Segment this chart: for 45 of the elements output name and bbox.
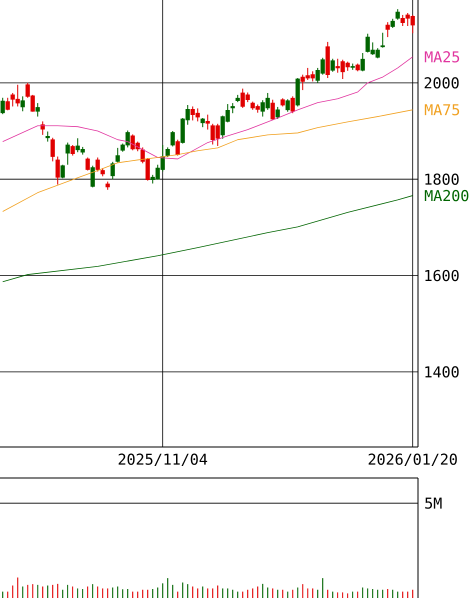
- text: 5M: [425, 498, 442, 509]
- y-tick-label: 1800: [425, 174, 459, 185]
- candlestick: [86, 157, 90, 172]
- line-series: [2, 56, 414, 160]
- candlestick: [90, 165, 95, 188]
- candlestick: [20, 96, 25, 112]
- candlestick: [206, 114, 210, 130]
- candlestick: [270, 99, 275, 120]
- series-label: MA75: [424, 104, 460, 116]
- candlestick: [96, 157, 100, 172]
- line-series: [2, 195, 414, 282]
- candlestick: [166, 146, 170, 158]
- candlestick: [390, 18, 395, 28]
- candlestick: [110, 161, 115, 180]
- series-label: MA25: [424, 51, 460, 63]
- series-label: MA200: [424, 190, 468, 202]
- candlestick: [50, 137, 55, 162]
- candlestick: [170, 130, 175, 147]
- line-series: [2, 109, 414, 212]
- candlestick: [230, 102, 235, 114]
- candlestick: [60, 164, 65, 179]
- candlestick: [46, 131, 50, 142]
- candlestick: [70, 144, 75, 156]
- y-tick-label: 1400: [425, 366, 459, 378]
- candlestick: [66, 142, 70, 166]
- candlestick: [176, 139, 180, 156]
- candlestick: [0, 97, 5, 115]
- candlestick: [56, 156, 60, 185]
- candlestick: [396, 8, 400, 20]
- candlestick: [36, 102, 40, 118]
- x-tick-label: 2026/01/20: [368, 454, 457, 466]
- candlestick: [290, 96, 295, 114]
- candlestick: [116, 147, 120, 163]
- candlestick: [380, 32, 385, 48]
- candlestick: [360, 52, 365, 72]
- candlestick: [6, 97, 10, 111]
- candlestick: [386, 22, 390, 38]
- candlestick: [40, 120, 45, 136]
- y-tick-label: 2000: [424, 77, 459, 89]
- x-tick-label: 2025/11/04: [118, 454, 208, 466]
- y-tick-label: 1600: [425, 270, 459, 282]
- candlestick: [276, 106, 280, 120]
- candlestick: [330, 58, 335, 72]
- candlestick: [286, 98, 290, 112]
- candlestick: [200, 118, 205, 128]
